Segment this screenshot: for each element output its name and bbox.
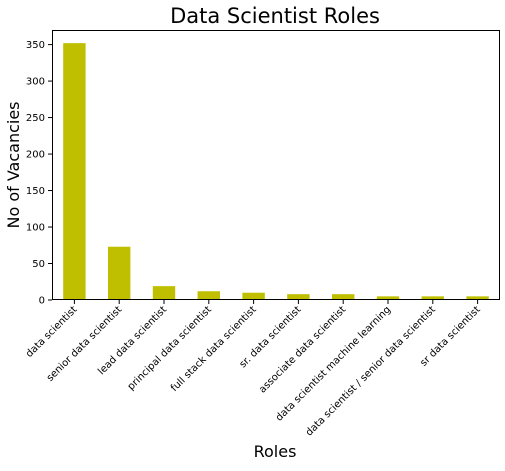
- bar: [108, 246, 131, 300]
- chart-title: Data Scientist Roles: [170, 4, 380, 28]
- bar: [287, 294, 310, 300]
- bar: [242, 292, 265, 300]
- x-axis-label: Roles: [254, 442, 297, 461]
- bar: [421, 296, 444, 300]
- x-tick-label: full stack data scientist: [169, 304, 259, 394]
- x-tick-label: senior data scientist: [45, 304, 125, 384]
- y-tick-label: 350: [26, 40, 45, 51]
- bar: [152, 286, 176, 300]
- bar: [63, 43, 86, 301]
- bar: [466, 296, 489, 300]
- bars-group: [63, 43, 489, 301]
- y-tick-label: 0: [39, 296, 45, 307]
- y-tick-label: 200: [26, 150, 45, 161]
- x-tick-label: principal data scientist: [126, 304, 214, 392]
- bar: [376, 296, 400, 300]
- y-axis-label: No of Vacancies: [4, 101, 23, 228]
- x-tick-label: associate data scientist: [257, 304, 348, 395]
- y-ticks-group: 0 50 100 150 200 250 300 350: [26, 40, 52, 307]
- bar: [332, 294, 355, 300]
- y-tick-label: 50: [32, 259, 45, 270]
- plot-frame: [52, 30, 500, 300]
- y-tick-label: 150: [26, 186, 45, 197]
- y-tick-label: 100: [26, 223, 45, 234]
- y-tick-label: 300: [26, 77, 45, 88]
- bar: [197, 291, 220, 300]
- y-tick-label: 250: [26, 113, 45, 124]
